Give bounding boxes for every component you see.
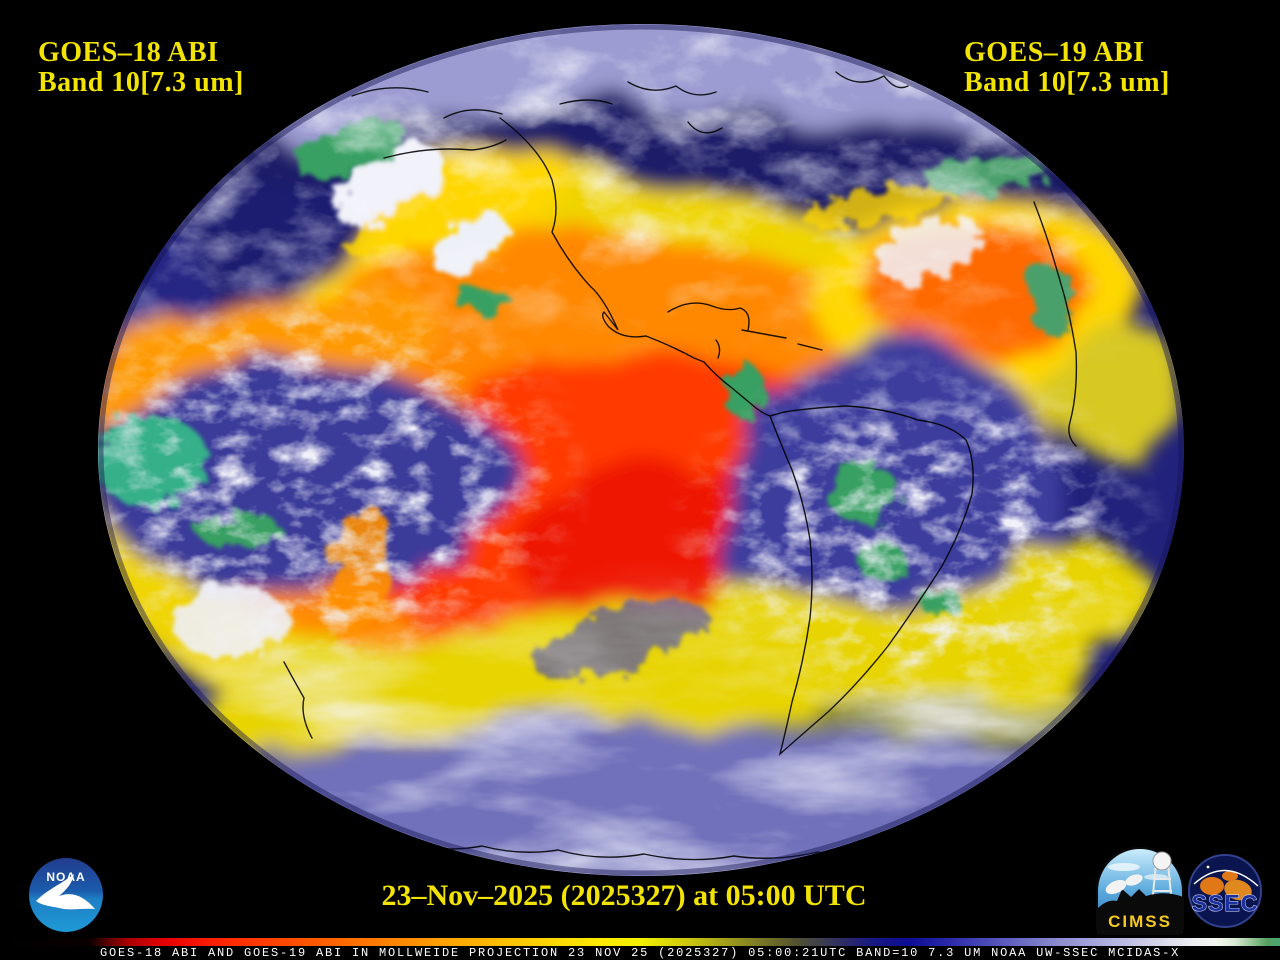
noaa-logo: NOAA [29, 858, 103, 932]
ssec-continent [1200, 877, 1224, 895]
satellite-label-goes19: GOES–19 ABI Band 10[7.3 um] [964, 38, 1170, 98]
coastlines [283, 71, 1078, 861]
ssec-logo: SSEC [1188, 854, 1262, 928]
ssec-orbit-arc [1193, 869, 1259, 887]
cimss-logo: CIMSS [1096, 846, 1184, 935]
goes19-band: Band 10[7.3 um] [964, 67, 1170, 98]
cimss-dish-icon [1105, 879, 1127, 895]
cimss-dish-icon [1125, 874, 1143, 886]
noaa-logo-text: NOAA [46, 870, 85, 884]
ssec-logo-text: SSEC [1192, 890, 1259, 916]
cimss-water-tower [1151, 862, 1173, 906]
status-text: GOES-18 ABI AND GOES-19 ABI IN MOLLWEIDE… [100, 946, 1181, 960]
footer-bar: GOES-18 ABI AND GOES-19 ABI IN MOLLWEIDE… [0, 938, 1280, 960]
ssec-star [1206, 865, 1210, 869]
colorbar [0, 938, 1280, 946]
noaa-seagull-icon [36, 874, 95, 910]
cimss-tower-sphere [1152, 851, 1172, 871]
cimss-logo-text: CIMSS [1108, 912, 1172, 931]
status-bar: GOES-18 ABI AND GOES-19 ABI IN MOLLWEIDE… [0, 946, 1280, 960]
cimss-cloud [1108, 863, 1140, 871]
cimss-ground-silhouette [1097, 889, 1183, 934]
ssec-continent [1222, 871, 1238, 881]
ssec-continent [1224, 879, 1252, 901]
goes18-band: Band 10[7.3 um] [38, 67, 244, 98]
goes19-title: GOES–19 ABI [964, 37, 1145, 68]
goes18-title: GOES–18 ABI [38, 37, 219, 68]
image-timestamp: 23–Nov–2025 (2025327) at 05:00 UTC [381, 879, 867, 912]
satellite-label-goes18: GOES–18 ABI Band 10[7.3 um] [38, 38, 244, 98]
